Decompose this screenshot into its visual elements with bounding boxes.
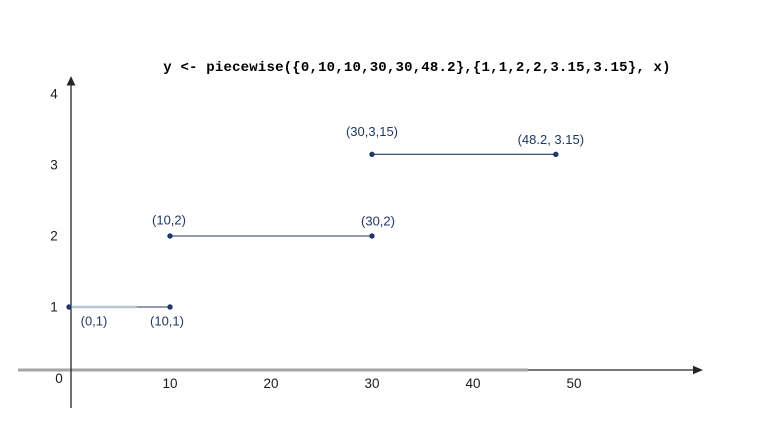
plot-title: y <- piecewise({0,10,10,30,30,48.2},{1,1… [163,60,671,76]
x-tick-label: 50 [566,376,581,391]
x-tick-label: 20 [263,376,278,391]
x-tick-label: 30 [364,376,379,391]
point-coordinate-label: (10,2) [152,213,186,228]
data-point [369,233,375,239]
y-tick-label: 3 [50,158,58,173]
point-coordinate-label: (10,1) [150,314,184,329]
x-axis-arrow-icon [693,365,703,375]
data-point [167,304,173,310]
point-coordinate-label: (30,2) [361,214,395,229]
x-tick-label: 10 [162,376,177,391]
data-point [167,233,173,239]
y-tick-label: 2 [50,229,58,244]
x-tick-label: 40 [465,376,480,391]
data-point [369,151,375,158]
data-point [66,304,72,310]
y-tick-label: 4 [50,87,58,102]
origin-tick-label: 0 [55,371,63,386]
y-axis-arrow-icon [66,76,76,86]
data-point [553,151,559,158]
point-coordinate-label: (30,3,15) [346,124,398,139]
point-coordinate-label: (48.2, 3.15) [518,132,585,147]
point-coordinate-label: (0,1) [81,314,108,329]
y-tick-label: 1 [50,300,58,315]
